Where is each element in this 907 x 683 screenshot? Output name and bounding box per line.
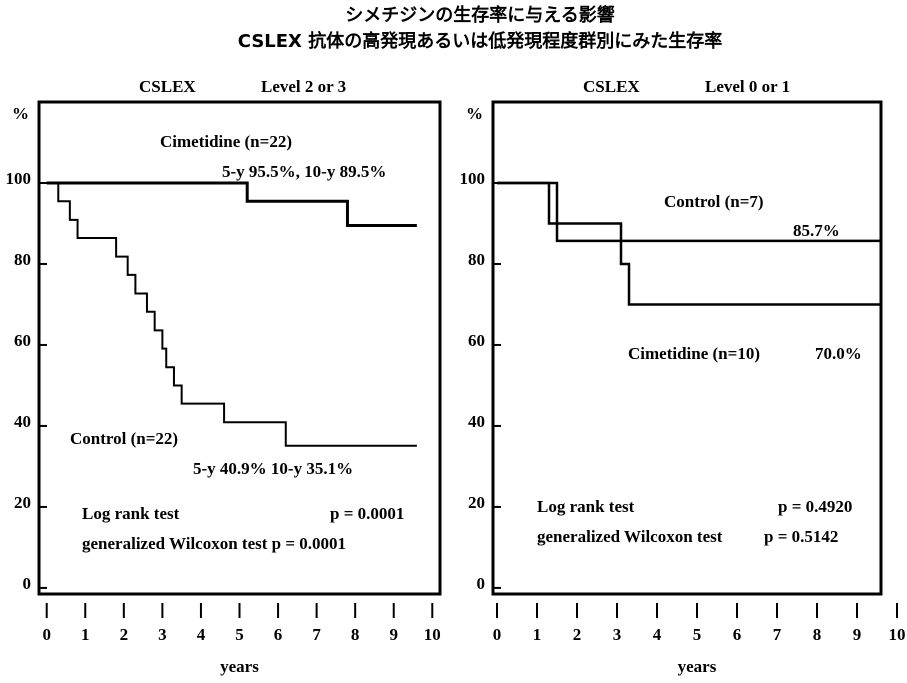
x-tick-label: 1 xyxy=(533,625,542,644)
y-tick-label: 0 xyxy=(477,574,486,593)
annotation: 85.7% xyxy=(793,221,840,240)
x-tick-label: 5 xyxy=(235,625,244,644)
panel-group-label: CSLEX xyxy=(583,77,640,96)
panel-title: Level 0 or 1 xyxy=(705,77,790,96)
series-label: Cimetidine (n=10) xyxy=(628,344,760,363)
x-tick-label: 8 xyxy=(351,625,360,644)
annotation: generalized Wilcoxon test xyxy=(537,527,723,546)
annotation: Log rank test xyxy=(82,504,180,523)
survival-curve xyxy=(46,181,417,228)
survival-curve xyxy=(46,181,417,447)
plot-frame xyxy=(491,100,883,596)
x-tick-label: 7 xyxy=(773,625,782,644)
x-tick-label: 3 xyxy=(613,625,622,644)
x-tick-label: 6 xyxy=(274,625,283,644)
x-tick-label: 7 xyxy=(312,625,321,644)
plot-frame xyxy=(37,100,442,596)
y-tick-label: 20 xyxy=(14,493,31,512)
annotation: p = 0.4920 xyxy=(778,497,852,516)
y-tick-label: 60 xyxy=(14,331,31,350)
annotation: Log rank test xyxy=(537,497,635,516)
y-tick-label: 40 xyxy=(14,412,31,431)
x-axis-label: years xyxy=(678,657,717,676)
x-tick-label: 8 xyxy=(813,625,822,644)
x-tick-label: 4 xyxy=(653,625,662,644)
x-tick-label: 9 xyxy=(389,625,398,644)
y-tick-label: 40 xyxy=(468,412,485,431)
y-unit: % xyxy=(12,104,29,123)
x-tick-label: 2 xyxy=(120,625,129,644)
annotation: p = 0.5142 xyxy=(764,527,838,546)
y-tick-label: 100 xyxy=(460,169,486,188)
x-tick-label: 0 xyxy=(493,625,502,644)
annotation: p = 0.0001 xyxy=(330,504,404,523)
x-tick-label: 0 xyxy=(42,625,51,644)
annotation: 5-y 95.5%, 10-y 89.5% xyxy=(222,162,386,181)
panel-title: Level 2 or 3 xyxy=(261,77,346,96)
x-tick-label: 9 xyxy=(853,625,862,644)
series-label: Cimetidine (n=22) xyxy=(160,132,292,151)
y-tick-label: 100 xyxy=(6,169,32,188)
annotation: 5-y 40.9% 10-y 35.1% xyxy=(193,459,353,478)
y-tick-label: 80 xyxy=(14,250,31,269)
series-label: Control (n=22) xyxy=(70,429,178,448)
annotation: generalized Wilcoxon test p = 0.0001 xyxy=(82,534,346,553)
y-tick-label: 20 xyxy=(468,493,485,512)
x-axis-label: years xyxy=(220,657,259,676)
x-tick-label: 5 xyxy=(693,625,702,644)
x-tick-label: 10 xyxy=(889,625,906,644)
annotation: 70.0% xyxy=(815,344,862,363)
y-tick-label: 80 xyxy=(468,250,485,269)
y-tick-label: 0 xyxy=(23,574,32,593)
x-tick-label: 1 xyxy=(81,625,90,644)
x-tick-label: 3 xyxy=(158,625,167,644)
series-label: Control (n=7) xyxy=(664,192,764,211)
survival-curve xyxy=(497,181,881,306)
y-unit: % xyxy=(466,104,483,123)
x-tick-label: 2 xyxy=(573,625,582,644)
panel-group-label: CSLEX xyxy=(139,77,196,96)
x-tick-label: 10 xyxy=(424,625,441,644)
y-tick-label: 60 xyxy=(468,331,485,350)
page-title: シメチジンの生存率に与える影響 xyxy=(345,4,614,26)
page-subtitle: CSLEX 抗体の高発現あるいは低発現程度群別にみた生存率 xyxy=(238,30,722,52)
x-tick-label: 6 xyxy=(733,625,742,644)
x-tick-label: 4 xyxy=(197,625,206,644)
